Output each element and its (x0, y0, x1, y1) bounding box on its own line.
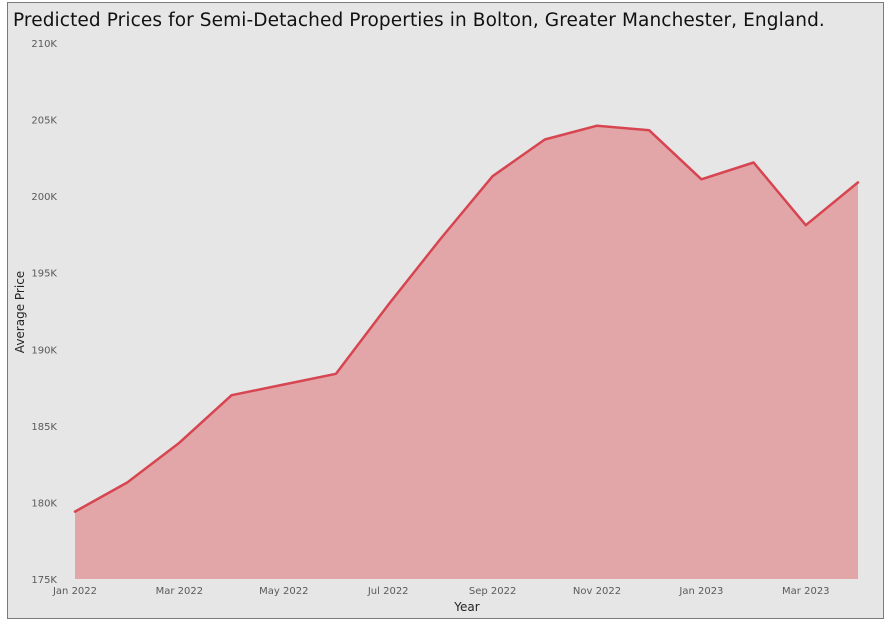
x-tick-label: May 2022 (259, 586, 308, 597)
x-tick-label: Mar 2022 (156, 586, 204, 597)
x-tick-label: Jul 2022 (367, 586, 409, 597)
y-axis-title: Average Price (13, 271, 27, 353)
y-tick-label: 195K (31, 269, 57, 280)
y-tick-label: 185K (31, 422, 57, 433)
y-axis-ticks: 175K 180K 185K 190K 195K 200K 205K 210K (31, 39, 57, 586)
series-area (75, 125, 858, 579)
x-tick-label: Jan 2022 (52, 586, 97, 597)
y-tick-label: 205K (31, 116, 57, 127)
x-tick-label: Mar 2023 (782, 586, 830, 597)
x-tick-label: Sep 2022 (469, 586, 516, 597)
x-tick-label: Jan 2023 (678, 586, 723, 597)
y-tick-label: 180K (31, 498, 57, 509)
y-tick-label: 175K (31, 575, 57, 586)
y-tick-label: 200K (31, 192, 57, 203)
x-axis-title: Year (453, 600, 479, 614)
x-tick-label: Nov 2022 (573, 586, 621, 597)
chart-title: Predicted Prices for Semi-Detached Prope… (13, 10, 825, 31)
series-line (73, 124, 860, 513)
x-axis-ticks: Jan 2022 Mar 2022 May 2022 Jul 2022 Sep 2022… (52, 586, 830, 597)
y-tick-label: 190K (31, 345, 57, 356)
y-tick-label: 210K (31, 39, 57, 50)
